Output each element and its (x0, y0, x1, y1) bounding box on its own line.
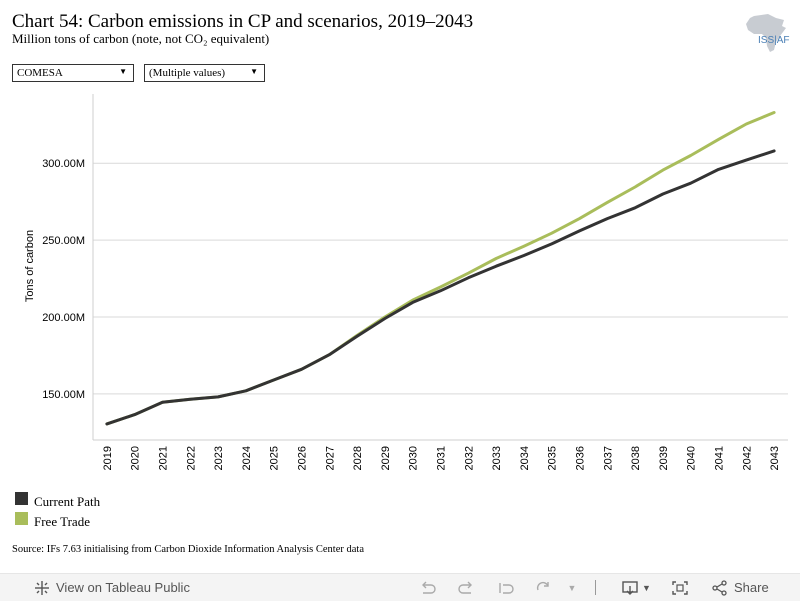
redo-icon (456, 578, 476, 598)
x-tick-label: 2020 (130, 446, 142, 470)
fullscreen-button[interactable] (670, 574, 690, 601)
tableau-toolbar: View on Tableau Public ▼ ▼ Share (0, 573, 800, 601)
axes (92, 94, 788, 441)
revert-icon (496, 578, 516, 598)
legend-label: Current Path (34, 494, 101, 509)
y-tick-label: 200.00M (42, 312, 85, 324)
share-label: Share (734, 580, 769, 595)
x-tick-label: 2027 (324, 446, 336, 470)
scenario-filter-value: (Multiple values) (149, 67, 226, 79)
fullscreen-icon (670, 578, 690, 598)
x-tick-label: 2042 (741, 446, 753, 470)
x-tick-label: 2033 (491, 446, 503, 470)
region-filter-dropdown[interactable]: COMESA ▼ (12, 64, 134, 82)
tableau-logo-icon (32, 578, 52, 598)
x-tick-label: 2023 (213, 446, 225, 470)
x-tick-label: 2040 (686, 446, 698, 470)
logo-text: ISS|AF (758, 35, 790, 46)
y-tick-label: 150.00M (42, 389, 85, 401)
x-tick-label: 2022 (185, 446, 197, 470)
x-tick-label: 2037 (602, 446, 614, 470)
refresh-icon (534, 578, 554, 598)
issafrica-logo[interactable]: ISS|AF (740, 12, 790, 54)
x-tick-label: 2043 (769, 446, 781, 470)
x-tick-label: 2031 (436, 446, 448, 470)
x-tick-label: 2026 (297, 446, 309, 470)
chart-title: Chart 54: Carbon emissions in CP and sce… (12, 11, 474, 32)
x-tick-label: 2024 (241, 446, 253, 470)
source-note: Source: IFs 7.63 initialising from Carbo… (12, 544, 364, 555)
dropdown-arrow-icon: ▼ (119, 67, 127, 76)
legend-swatch (15, 512, 28, 525)
region-filter-value: COMESA (17, 67, 63, 79)
pause-dropdown[interactable]: ▼ (562, 574, 582, 601)
view-on-tableau-label: View on Tableau Public (56, 580, 190, 595)
x-tick-label: 2021 (158, 446, 170, 470)
chevron-down-icon: ▼ (567, 582, 577, 593)
share-button[interactable]: Share (710, 574, 769, 601)
series-line-free-trade[interactable] (105, 111, 776, 426)
redo-button[interactable] (456, 574, 476, 601)
chevron-down-icon: ▼ (642, 582, 651, 593)
x-tick-label: 2032 (463, 446, 475, 470)
x-tick-label: 2019 (102, 446, 114, 470)
y-tick-label: 250.00M (42, 235, 85, 247)
legend-swatch (15, 492, 28, 505)
chart-subtitle: Million tons of carbon (note, not CO₂ eq… (12, 31, 270, 46)
toolbar-divider (595, 580, 596, 595)
download-icon (620, 578, 640, 598)
dropdown-arrow-icon: ▼ (250, 67, 258, 76)
y-tick-labels: 150.00M 200.00M 250.00M 300.00M (42, 158, 85, 401)
x-tick-label: 2029 (380, 446, 392, 470)
series-lines (105, 111, 776, 426)
refresh-button[interactable] (534, 574, 554, 601)
share-icon (710, 578, 730, 598)
series-line-current-path[interactable] (105, 149, 776, 426)
x-tick-labels: 2019 2020 2021 2022 2023 2024 2025 2026 2027 2028… (102, 446, 781, 470)
undo-icon (418, 578, 438, 598)
legend-label: Free Trade (34, 514, 90, 529)
x-tick-label: 2030 (408, 446, 420, 470)
x-tick-label: 2038 (630, 446, 642, 470)
gridlines (93, 162, 788, 395)
x-tick-label: 2039 (658, 446, 670, 470)
revert-button[interactable] (496, 574, 516, 601)
undo-button[interactable] (418, 574, 438, 601)
download-button[interactable]: ▼ (620, 574, 651, 601)
x-tick-label: 2041 (714, 446, 726, 470)
scenario-filter-dropdown[interactable]: (Multiple values) ▼ (144, 64, 265, 82)
x-tick-label: 2035 (547, 446, 559, 470)
x-tick-label: 2034 (519, 446, 531, 470)
y-axis-label: Tons of carbon (24, 230, 36, 302)
x-tick-label: 2028 (352, 446, 364, 470)
view-on-tableau-button[interactable]: View on Tableau Public (32, 574, 190, 601)
x-tick-label: 2036 (575, 446, 587, 470)
x-tick-label: 2025 (269, 446, 281, 470)
y-tick-label: 300.00M (42, 158, 85, 170)
line-chart: 150.00M 200.00M 250.00M 300.00M 2019 2020 202… (24, 94, 788, 470)
